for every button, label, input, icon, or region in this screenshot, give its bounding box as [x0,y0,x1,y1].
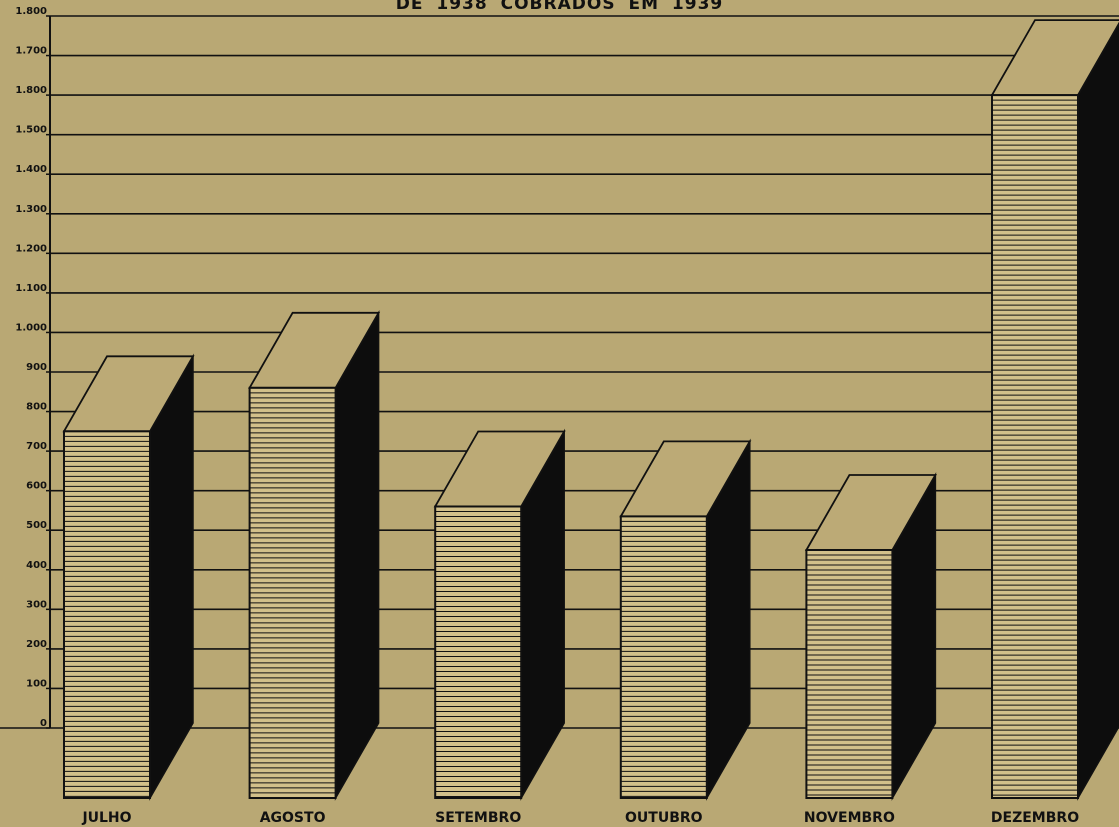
bar-hatching-2 [249,392,336,799]
bar-hatching-5 [806,554,893,796]
y-tick-label: 300 [26,599,47,610]
y-tick-label: 100 [26,678,47,689]
y-tick-label: 1.700 [15,46,47,57]
bar-side-6 [1077,22,1119,801]
bar-4 [619,515,708,800]
bar-1 [63,430,151,799]
x-tick-label: OUTUBRO [625,810,703,826]
y-tick-label: 1.000 [15,322,47,333]
x-tick-label: NOVEMBRO [804,810,895,826]
x-tick-label: DEZEMBRO [991,810,1079,826]
y-tick-label: 600 [26,481,47,492]
bar-3 [434,505,523,799]
bar-hatching-4 [620,520,707,797]
y-tick-label: 1.200 [15,243,47,254]
y-tick-label: 0 [40,718,47,729]
y-tick-label: 400 [26,560,47,571]
y-tick-label: 1.800 [15,6,47,17]
bar-5 [805,549,894,799]
x-tick-label: SETEMBRO [435,810,521,826]
y-tick-label: 1.300 [15,204,47,215]
y-tick-label: 200 [26,639,47,650]
chart-title: DE 1938 COBRADOS EM 1939 [395,0,724,14]
y-tick-label: 1.500 [15,125,47,136]
bar-hatching-6 [992,99,1078,796]
y-tick-label: 1.400 [15,164,47,175]
bar-side-1 [149,353,194,801]
y-tick-label: 800 [26,402,47,413]
y-tick-label: 1.800 [15,85,47,96]
y-tick-label: 900 [26,362,47,373]
bar-hatching-3 [435,510,522,797]
bar-hatching-1 [64,435,150,797]
bar-6 [991,94,1079,800]
bar-side-2 [334,310,380,801]
x-tick-label: JULHO [81,810,131,826]
y-tick-label: 1.100 [15,283,47,294]
y-tick-label: 700 [26,441,47,452]
y-tick-label: 500 [26,520,47,531]
x-tick-label: AGOSTO [260,810,326,826]
